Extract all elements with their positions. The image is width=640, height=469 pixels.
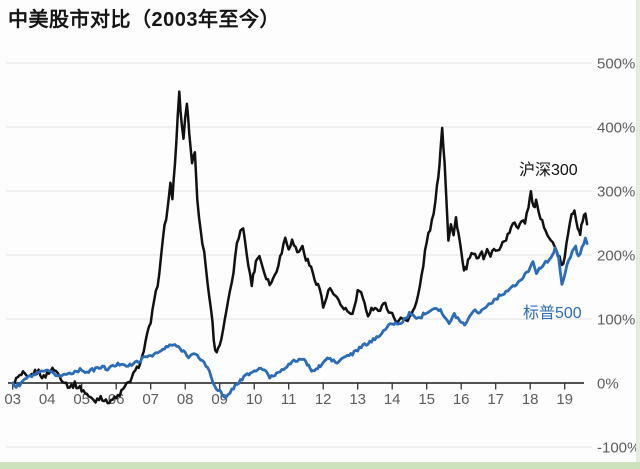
x-axis-label: 04 <box>39 391 56 408</box>
x-axis-label: 09 <box>211 391 228 408</box>
y-axis-label: 0% <box>597 376 619 393</box>
x-axis-label: 10 <box>246 391 263 408</box>
x-axis-label: 13 <box>349 391 366 408</box>
y-axis-label: -100% <box>597 440 640 457</box>
x-axis-label: 16 <box>453 391 470 408</box>
x-axis-label: 14 <box>384 391 401 408</box>
page-title: 中美股市对比（2003年至今） <box>8 9 280 31</box>
x-axis-label: 12 <box>315 391 332 408</box>
legend-sp500-label: 标普500 <box>523 304 582 322</box>
x-axis-label: 15 <box>418 391 435 408</box>
series-lines <box>11 90 589 405</box>
y-axis-label: 200% <box>597 248 635 265</box>
x-axis-label: 03 <box>4 391 21 408</box>
page-edge-bottom-strip <box>0 462 640 469</box>
page-edge-right-strip <box>636 0 640 469</box>
series-line-sp500 <box>11 236 589 400</box>
axis-labels: 500%400%300%200%100%0%-100%03 04 05 06 07 08 0… <box>4 56 640 457</box>
x-axis-label: 08 <box>177 391 194 408</box>
x-axis-label: 07 <box>142 391 159 408</box>
series-line-hs300 <box>11 90 589 405</box>
gridlines <box>6 62 592 448</box>
x-axis-label: 19 <box>556 391 573 408</box>
x-axis-label: 05 <box>73 391 90 408</box>
x-axis-label: 11 <box>281 391 297 408</box>
x-axis-label: 18 <box>522 391 539 408</box>
x-axis-label: 17 <box>487 391 504 408</box>
x-axis <box>8 382 584 390</box>
y-axis-label: 100% <box>597 312 635 329</box>
y-axis-label: 500% <box>597 56 635 73</box>
y-axis-label: 400% <box>597 120 635 137</box>
y-axis-label: 300% <box>597 184 635 201</box>
legend-hs300-label: 沪深300 <box>519 161 578 179</box>
